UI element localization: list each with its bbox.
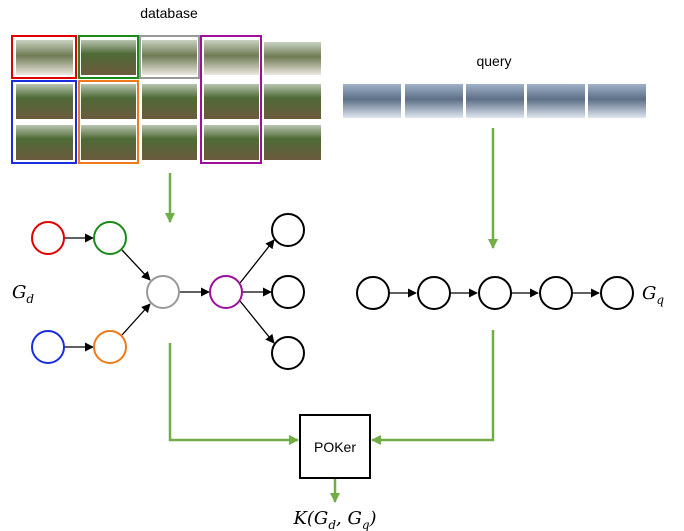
diagram: database query — [0, 0, 684, 531]
query-images — [343, 84, 646, 118]
database-images — [16, 40, 321, 160]
database-label: database — [140, 5, 198, 21]
kernel-label: K(Gd, Gq) — [292, 508, 376, 531]
label-part: , G — [336, 508, 362, 529]
query-label: query — [476, 53, 511, 69]
graph-query-label: Gq — [642, 283, 664, 307]
label-part: K(G — [292, 508, 328, 529]
database-graph — [32, 214, 304, 369]
label-part: q — [656, 293, 664, 307]
poker-label: POKer — [314, 439, 356, 455]
graph-database-label: Gd — [12, 282, 34, 306]
label-part: ) — [369, 508, 377, 529]
label-part: G — [642, 283, 656, 304]
query-graph — [357, 277, 633, 309]
label-part: G — [12, 282, 26, 303]
label-part: d — [26, 292, 34, 306]
